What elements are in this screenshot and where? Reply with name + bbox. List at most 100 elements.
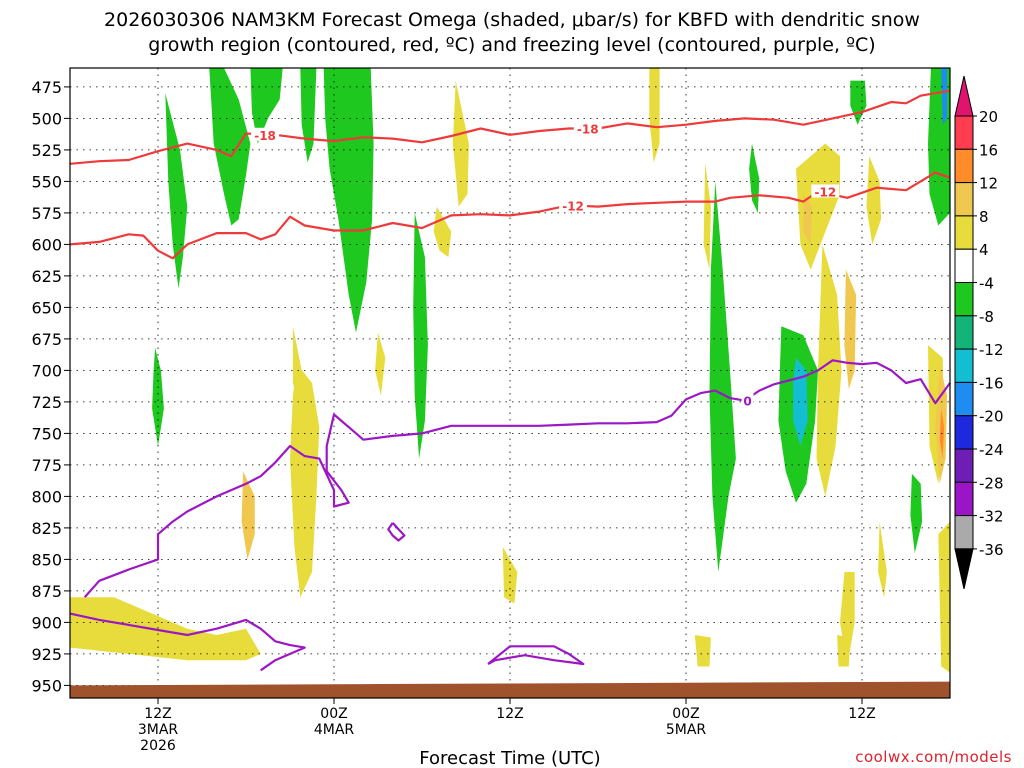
contour-label-3: -12: [814, 185, 836, 199]
colorbar-segment-9: [954, 415, 974, 450]
colorbar: 20 16 12 8 4 -4 -8 -12 -16 -20 -24 -28 -32 -36: [954, 75, 1004, 590]
x-tick-label-3-1: 5MAR: [666, 722, 707, 738]
x-tick-label-0-1: 3MAR: [138, 722, 179, 738]
colorbar-segment-12: [954, 515, 974, 550]
y-tick-label-525: 525: [31, 141, 62, 160]
colorbar-segment-1: [954, 148, 974, 184]
y-tick-label-825: 825: [31, 519, 62, 538]
contour-3: [69, 612, 306, 672]
colorbar-segment-2: [954, 182, 974, 217]
colorbar-segment-10: [954, 448, 974, 483]
x-tick-label-0-0: 12Z: [144, 706, 171, 722]
omega-region-21: [796, 143, 840, 270]
omega-region-15: [649, 68, 660, 163]
y-tick-label-675: 675: [31, 330, 62, 349]
y-tick-label-700: 700: [31, 361, 62, 380]
colorbar-segment-0: [954, 115, 974, 150]
colorbar-segment-11: [954, 481, 974, 517]
y-tick-label-875: 875: [31, 582, 62, 601]
contour-label-bg-1: [573, 121, 602, 135]
omega-region-6: [152, 347, 164, 446]
contour-5: [487, 645, 585, 666]
chart-title-line2: growth region (contoured, red, ºC) and f…: [148, 34, 875, 56]
y-tick-label-475: 475: [31, 78, 62, 97]
colorbar-segment-3: [954, 215, 974, 250]
contour-1: [69, 171, 951, 260]
colorbar-bottom-triangle: [954, 548, 974, 590]
plot-area: -18 -18 -12 -12 0: [69, 67, 951, 699]
colorbar-label-1: 16: [979, 141, 998, 159]
colorbar-label-11: -28: [979, 474, 1004, 492]
omega-region-17: [433, 206, 452, 257]
contour-label-2: -12: [562, 199, 584, 213]
colorbar-segment-5: [954, 282, 974, 317]
omega-region-33: [241, 471, 255, 560]
omega-region-2: [250, 68, 283, 144]
colorbar-segment-8: [954, 381, 974, 417]
colorbar-label-3: 8: [979, 208, 989, 226]
colorbar-label-9: -20: [979, 408, 1004, 426]
y-tick-label-800: 800: [31, 487, 62, 506]
y-tick-label-900: 900: [31, 613, 62, 632]
omega-shading: [70, 68, 950, 673]
x-tick-label-1-1: 4MAR: [314, 722, 355, 738]
chart-title-line1: 2026030306 NAM3KM Forecast Omega (shaded…: [104, 9, 920, 31]
omega-region-20: [292, 326, 302, 409]
colorbar-segment-6: [954, 315, 974, 350]
omega-region-16: [452, 80, 469, 207]
contour-label-4: 0: [743, 395, 751, 409]
y-tick-label-850: 850: [31, 550, 62, 569]
y-tick-label-950: 950: [31, 676, 62, 695]
colorbar-top-triangle: [954, 75, 974, 117]
y-tick-label-575: 575: [31, 204, 62, 223]
omega-region-22: [816, 244, 842, 497]
y-tick-label-600: 600: [31, 235, 62, 254]
omega-region-32: [837, 635, 851, 667]
omega-region-24: [866, 156, 882, 245]
omega-region-5: [413, 212, 428, 459]
ground-surface: [70, 681, 950, 698]
contour-4: [387, 522, 406, 542]
y-tick-label-500: 500: [31, 109, 62, 128]
y-tick-label-550: 550: [31, 172, 62, 191]
contour-label-bg-2: [559, 198, 588, 212]
omega-region-19: [70, 597, 261, 661]
temperature-contours: -18 -18 -12 -12 0: [69, 89, 951, 672]
credit-link[interactable]: coolwx.com/models: [855, 748, 1012, 766]
contour-2: [83, 359, 951, 598]
omega-region-34: [844, 269, 857, 390]
x-tick-label-1-0: 00Z: [320, 706, 347, 722]
contour-0: [69, 89, 951, 165]
omega-region-4: [165, 93, 188, 289]
contour-label-bg-3: [811, 184, 840, 198]
y-tick-label-725: 725: [31, 393, 62, 412]
dotted-grid: [70, 68, 950, 698]
omega-region-18: [290, 364, 320, 598]
colorbar-label-7: -12: [979, 341, 1004, 359]
colorbar-segment-7: [954, 348, 974, 383]
x-tick-label-3-0: 00Z: [672, 706, 699, 722]
contour-label-bg-0: [251, 127, 280, 141]
y-axis: 475 500 525 550 575 600 625 650 675 700 725 750 775 8…: [31, 78, 70, 695]
colorbar-label-0: 20: [979, 108, 998, 126]
colorbar-label-12: -32: [979, 508, 1004, 526]
colorbar-label-2: 12: [979, 175, 998, 193]
y-tick-label-625: 625: [31, 267, 62, 286]
terrain-ground: [70, 681, 950, 698]
omega-region-7: [709, 181, 736, 572]
x-tick-label-0-2: 2026: [140, 738, 176, 754]
omega-region-29: [703, 162, 711, 270]
y-tick-label-775: 775: [31, 456, 62, 475]
omega-region-1: [323, 68, 374, 333]
omega-region-31: [694, 635, 711, 667]
x-tick-label-2-0: 12Z: [496, 706, 523, 722]
omega-region-14: [941, 68, 948, 125]
omega-region-0: [209, 68, 251, 226]
omega-region-30: [375, 332, 386, 396]
y-tick-label-750: 750: [31, 424, 62, 443]
contour-label-1: -18: [577, 122, 599, 136]
x-tick-label-4-0: 12Z: [848, 706, 875, 722]
colorbar-label-13: -36: [979, 541, 1004, 559]
